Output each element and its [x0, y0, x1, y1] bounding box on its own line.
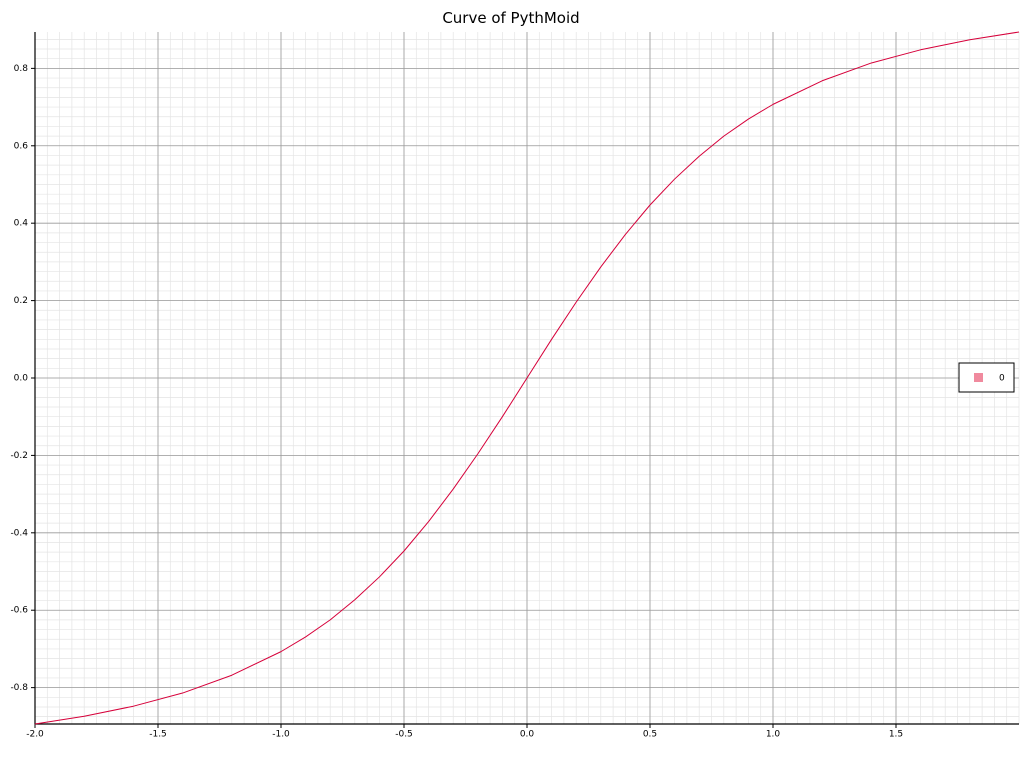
- y-tick-label: 0.6: [14, 141, 29, 151]
- y-tick-label: -0.4: [10, 528, 28, 538]
- x-tick-label: 1.5: [889, 730, 903, 740]
- y-tick-label: -0.2: [10, 451, 28, 461]
- series-layer: [34, 31, 1020, 725]
- y-tick-label: 0.2: [14, 296, 28, 306]
- x-tick-label: 0.0: [520, 730, 535, 740]
- y-tick-label: 0.0: [14, 374, 29, 384]
- x-axis-ticks: -2.0 -1.5 -1.0 -0.5 0.0 0.5 1.0 1.5: [26, 724, 903, 740]
- x-tick-label: -1.0: [272, 730, 290, 740]
- chart-title: Curve of PythMoid: [442, 9, 579, 27]
- y-tick-label: -0.6: [10, 606, 28, 616]
- x-tick-label: 1.0: [766, 730, 781, 740]
- x-tick-label: -2.0: [26, 730, 44, 740]
- y-axis-ticks: -0.8 -0.6 -0.4 -0.2 0.0 0.2 0.4 0.6 0.8: [10, 64, 35, 693]
- x-tick-label: -1.5: [149, 730, 167, 740]
- legend-box: [958, 362, 1015, 393]
- x-tick-label: 0.5: [643, 730, 657, 740]
- major-grid: [35, 32, 1019, 724]
- y-tick-label: 0.8: [14, 64, 29, 74]
- legend-swatch: [974, 373, 983, 382]
- series-line-0: [34, 31, 1020, 725]
- x-tick-label: -0.5: [395, 730, 413, 740]
- y-tick-label: -0.8: [10, 683, 28, 693]
- y-tick-label: 0.4: [14, 219, 29, 229]
- legend-label: 0: [999, 374, 1005, 384]
- legend: 0: [958, 362, 1015, 393]
